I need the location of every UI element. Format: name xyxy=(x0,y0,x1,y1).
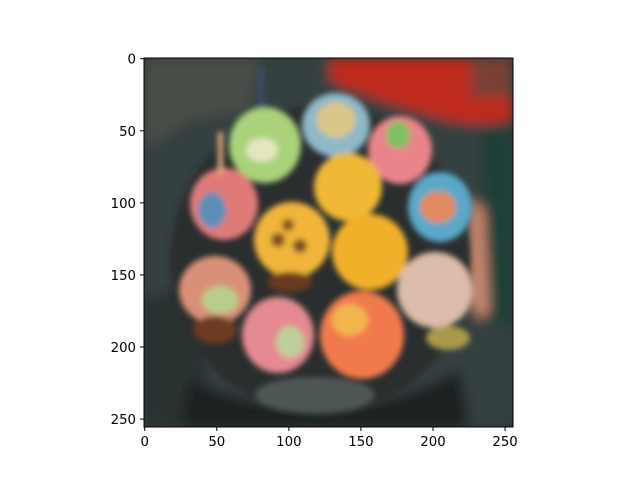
y-tick-label: 200 xyxy=(111,341,136,356)
x-tick-label: 50 xyxy=(208,435,225,450)
y-axis: 0 50 100 150 200 250 xyxy=(111,53,144,428)
x-axis: 0 50 100 150 200 250 xyxy=(140,427,518,450)
x-tick-label: 250 xyxy=(492,435,517,450)
image-content xyxy=(144,58,513,427)
x-tick-label: 0 xyxy=(140,435,148,450)
x-tick-label: 100 xyxy=(276,435,301,450)
axes-frame xyxy=(143,57,514,428)
y-tick-label: 250 xyxy=(111,413,136,428)
y-tick-label: 0 xyxy=(128,53,136,68)
x-tick-label: 200 xyxy=(420,435,445,450)
x-tick-label: 150 xyxy=(348,435,373,450)
y-tick-label: 100 xyxy=(111,197,136,212)
y-tick-label: 50 xyxy=(119,125,136,140)
y-tick-label: 150 xyxy=(111,269,136,284)
